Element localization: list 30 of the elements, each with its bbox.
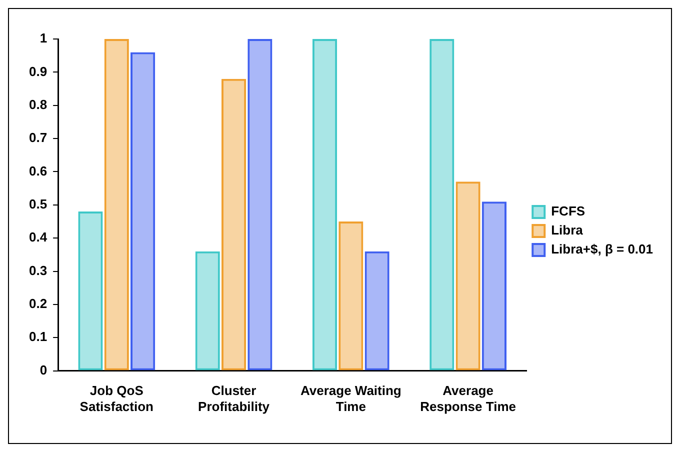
bar [338,221,364,370]
x-tick-label: Average Waiting Time [300,383,402,414]
y-tick-label: 0.3 [28,262,48,278]
y-tick-label: 0.6 [28,163,48,178]
legend-label: FCFS [551,204,586,219]
y-tick-label: 0 [40,362,48,378]
bar [430,39,454,370]
y-tick-label: 0.2 [28,296,48,312]
bar [195,251,220,370]
y-tick-label: 0.4 [28,230,48,245]
bar [248,39,272,370]
bar [221,78,246,370]
bar [78,212,103,370]
bar [104,39,129,370]
y-tick-label: 0.5 [28,196,48,212]
legend-label: Libra [551,222,584,238]
legend-label: Libra+$, β = 0.01 [551,242,654,257]
x-tick-label: Average Response Time [420,383,516,414]
bar [482,202,507,370]
y-tick-label: 0.7 [28,130,48,146]
y-tick-label: 0.9 [28,64,48,79]
y-tick-label: 0.1 [28,329,48,344]
bar [130,52,156,370]
y-tick-label: 1 [40,30,48,46]
bar [456,182,480,370]
x-tick-label: Job QoS Satisfaction [80,383,154,414]
bar [312,39,338,370]
y-tick-label: 0.8 [28,96,48,112]
bar [364,251,390,370]
x-tick-label: Cluster Profitability [198,383,270,414]
